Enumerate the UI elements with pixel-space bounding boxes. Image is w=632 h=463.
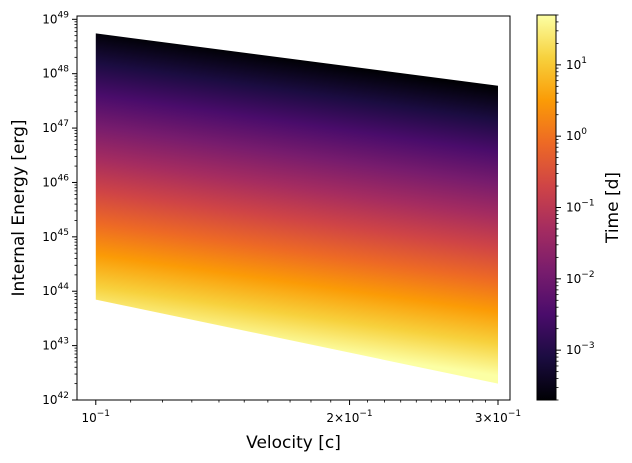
y-axis-ticks: 1042 1043 1044 1045 1046 1047 1048 1049	[42, 10, 77, 407]
colorbar-tick-label: 100	[566, 127, 587, 143]
colorbar-title: Time [d]	[603, 172, 623, 244]
y-tick-label: 1043	[42, 337, 69, 353]
colorbar: 10−3 10−2 10−1 100 101	[536, 14, 595, 401]
x-tick-label: 10−1	[81, 409, 110, 425]
y-tick-label: 1042	[42, 391, 69, 407]
x-tick-label: 3×10−1	[475, 409, 521, 425]
colorbar-gradient	[536, 14, 557, 401]
colorbar-tick-label: 10−2	[566, 270, 595, 286]
x-axis-ticks: 10−1 2×10−1 3×10−1	[81, 400, 521, 425]
y-tick-label: 1047	[42, 119, 69, 135]
y-tick-label: 1049	[42, 10, 69, 26]
x-tick-label: 2×10−1	[326, 409, 372, 425]
y-axis-title: Internal Energy [erg]	[9, 119, 29, 296]
plot-frame	[76, 15, 511, 401]
y-tick-label: 1048	[42, 65, 69, 81]
y-tick-label: 1046	[42, 173, 69, 189]
x-axis-title: Velocity [c]	[246, 433, 341, 453]
energy-time-region	[95, 33, 498, 384]
colorbar-tick-label: 101	[566, 56, 587, 72]
y-tick-label: 1044	[42, 282, 69, 298]
y-tick-label: 1045	[42, 228, 69, 244]
colorbar-tick-label: 10−3	[566, 341, 595, 357]
colorbar-tick-label: 10−1	[566, 199, 595, 215]
plot-area	[95, 33, 498, 384]
